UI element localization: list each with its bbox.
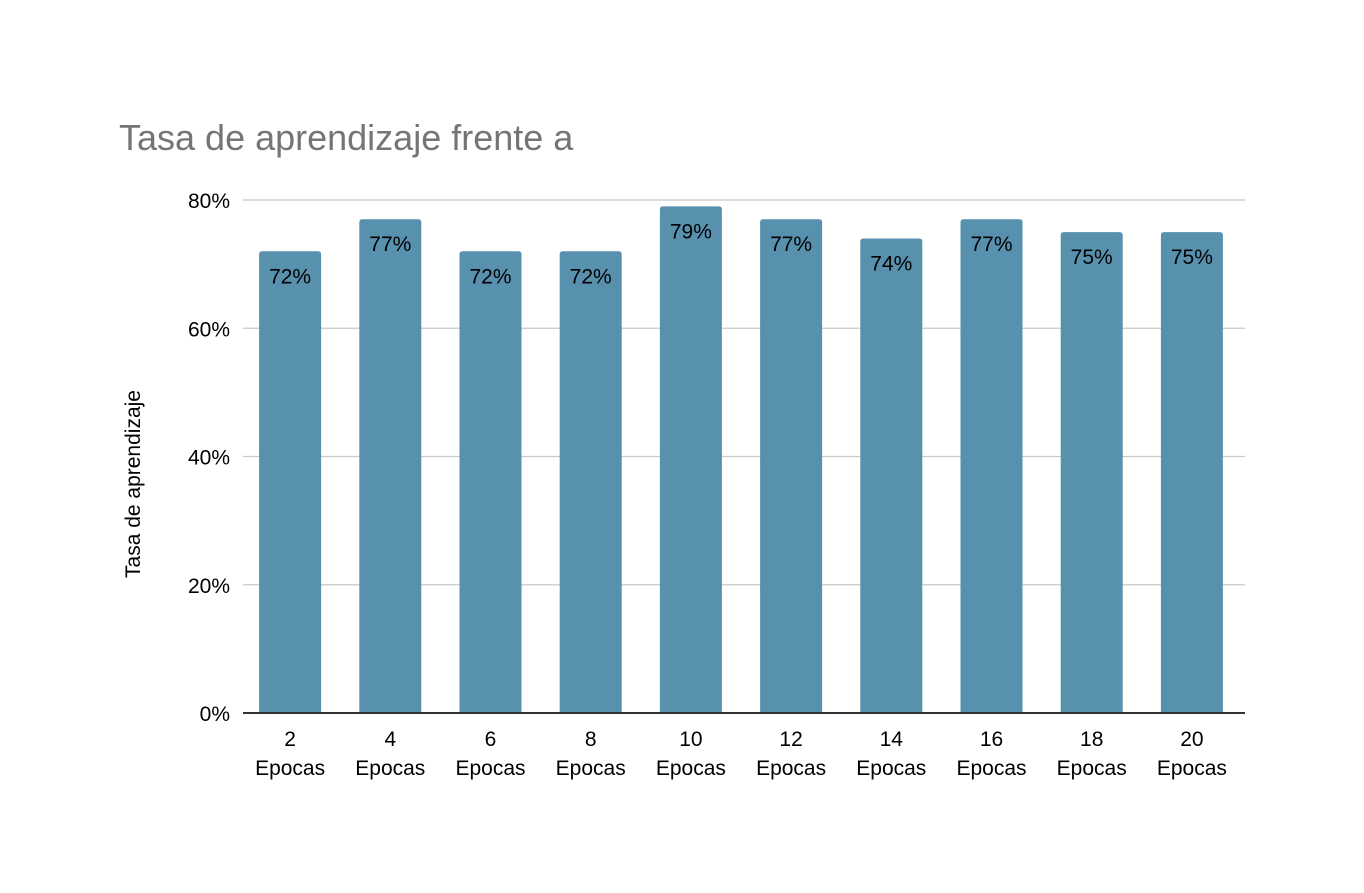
data-label: 77% <box>970 233 1012 256</box>
x-tick-label: 6 Epocas <box>455 728 525 780</box>
bar <box>559 251 622 714</box>
y-tick-label: 80% <box>188 190 230 213</box>
x-tick-label: 14 Epocas <box>856 728 926 780</box>
data-label: 77% <box>369 233 411 256</box>
bar <box>259 251 322 714</box>
data-label: 72% <box>269 265 311 288</box>
x-tick-label: 20 Epocas <box>1157 728 1227 780</box>
data-label: 77% <box>770 233 812 256</box>
x-axis-ticks: 2 Epocas 4 Epocas 6 Epocas 8 Epocas 10 Epocas 12 Ep… <box>255 728 1227 780</box>
data-labels: 72% 77% 72% 72% 79% 77% 74% 77% 75% 75% <box>269 220 1213 288</box>
chart-title: Tasa de aprendizaje frente a <box>119 117 574 158</box>
x-tick-label: 16 Epocas <box>956 728 1026 780</box>
data-label: 74% <box>870 252 912 275</box>
bar <box>860 238 923 713</box>
bar <box>1160 232 1223 713</box>
bar <box>760 219 823 714</box>
x-tick-label: 12 Epocas <box>756 728 826 780</box>
bar <box>459 251 522 714</box>
x-tick-label: 2 Epocas <box>255 728 325 780</box>
data-label: 72% <box>570 265 612 288</box>
y-tick-label: 0% <box>200 703 230 726</box>
y-axis-ticks: 0% 20% 40% 60% 80% <box>188 190 230 726</box>
data-label: 79% <box>670 220 712 243</box>
data-label: 75% <box>1171 246 1213 269</box>
x-tick-label: 18 Epocas <box>1057 728 1127 780</box>
bar <box>659 206 722 713</box>
bar <box>1060 232 1123 713</box>
y-axis-label: Tasa de aprendizaje <box>122 390 145 578</box>
x-tick-label: 8 Epocas <box>556 728 626 780</box>
data-label: 75% <box>1071 246 1113 269</box>
y-tick-label: 60% <box>188 318 230 341</box>
bar <box>960 219 1023 714</box>
bars <box>259 206 1223 714</box>
y-tick-label: 20% <box>188 575 230 598</box>
data-label: 72% <box>469 265 511 288</box>
y-tick-label: 40% <box>188 447 230 470</box>
x-tick-label: 4 Epocas <box>355 728 425 780</box>
bar <box>359 219 422 714</box>
x-tick-label: 10 Epocas <box>656 728 726 780</box>
